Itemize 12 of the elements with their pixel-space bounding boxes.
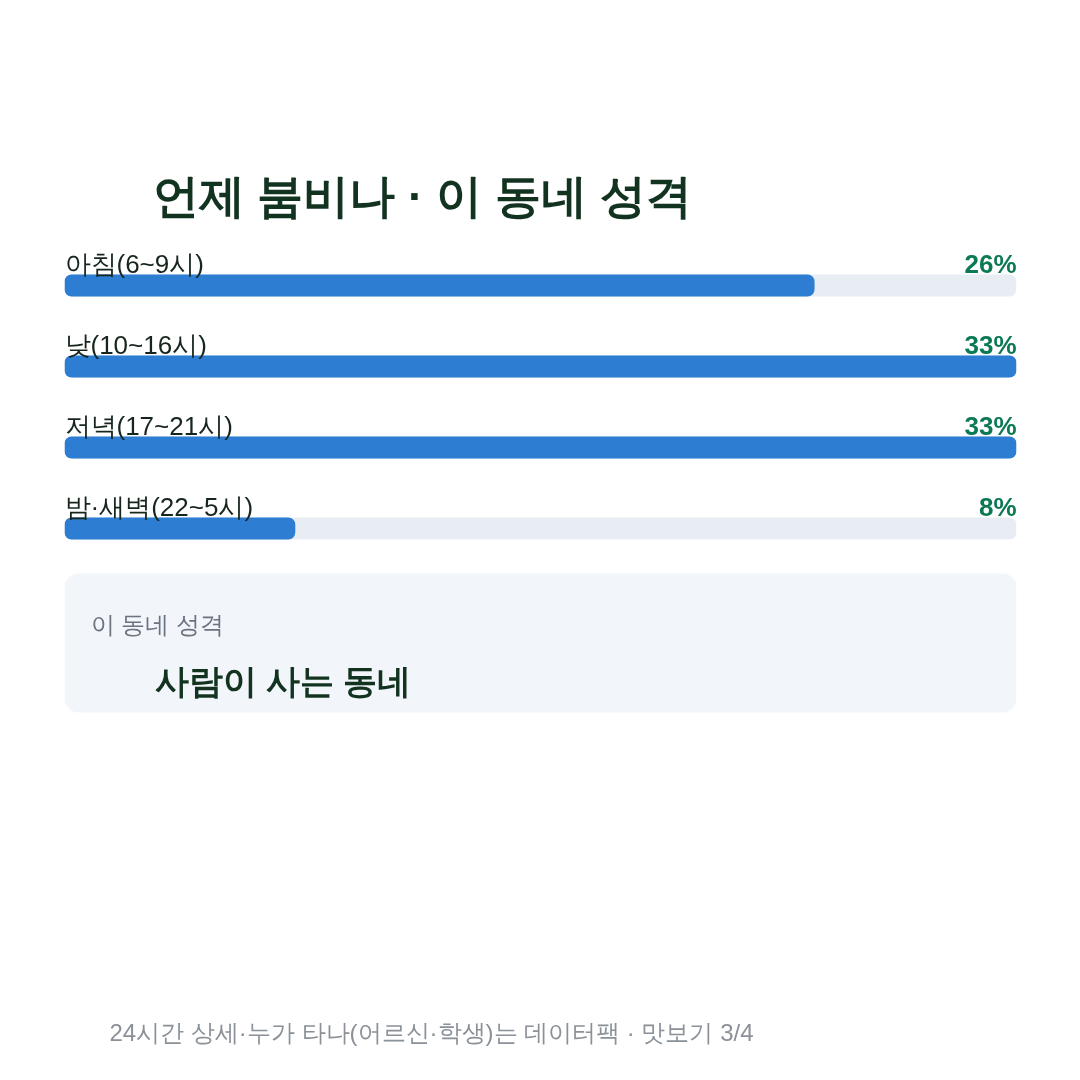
data-label: 26%	[964, 248, 1017, 279]
data-label: 33%	[964, 410, 1017, 441]
y-tick-label: 아침(6~9시)	[64, 248, 204, 279]
chart-title: 언제 붐비나 · 이 동네 성격	[152, 169, 692, 222]
y-tick-label: 낮(10~16시)	[64, 329, 207, 360]
text: 사람이 사는 동네	[154, 661, 412, 700]
y-tick-label: 저녁(17~21시)	[64, 410, 233, 441]
text: 이 동네 성격	[90, 611, 224, 638]
y-tick-label: 밤·새벽(22~5시)	[64, 491, 254, 522]
data-label: 33%	[964, 329, 1017, 360]
text: 24시간 상세·누가 타나(어르신·학생)는 데이터팩 · 맛보기 3/4	[109, 1019, 754, 1046]
data-label: 8%	[978, 491, 1017, 522]
